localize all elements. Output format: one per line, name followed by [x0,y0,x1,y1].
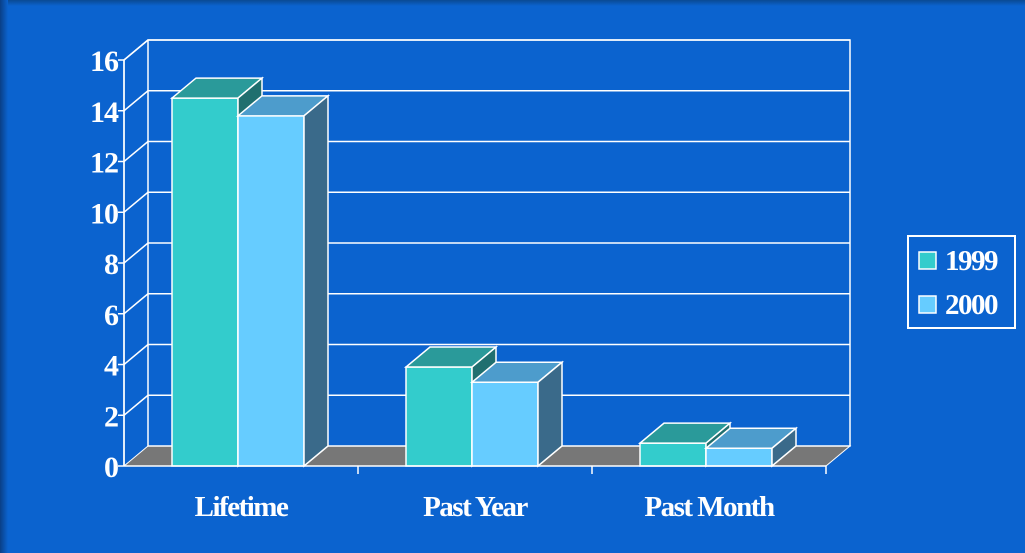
gridline-side [123,140,149,163]
y-axis-top [123,39,149,61]
x-category-label: Past Year [423,491,528,523]
y-tick-label: 0 [104,451,118,484]
bar-front [639,442,707,467]
gridline-side [123,343,149,366]
bar-front [705,447,773,467]
y-tick-label: 12 [90,147,118,180]
legend-swatch [918,295,937,314]
y-tick-label: 14 [90,96,119,129]
y-tick-label: 10 [90,197,118,230]
gridline-side [123,293,149,315]
gridline-side [123,394,149,416]
x-category-label: Lifetime [195,491,289,523]
y-tick-label: 4 [104,350,119,383]
gridline-side [123,191,149,213]
y-tick-label: 6 [104,299,119,332]
legend-label: 2000 [945,289,998,321]
y-tick-label: 8 [104,248,118,281]
bar-side [537,360,563,468]
bar-side [303,94,329,468]
bar-front [405,366,473,467]
x-category-label: Past Month [644,491,775,523]
bar-side [771,426,797,468]
bar-front [237,115,305,467]
legend-box [907,235,1016,329]
legend-swatch [918,251,937,270]
bar-front [171,97,239,467]
y-tick-label: 16 [90,45,119,78]
gridline-side [123,242,149,264]
legend-label: 1999 [945,245,998,277]
bar-front [471,381,539,467]
gridline-side [123,90,149,112]
y-tick-label: 2 [104,400,118,433]
